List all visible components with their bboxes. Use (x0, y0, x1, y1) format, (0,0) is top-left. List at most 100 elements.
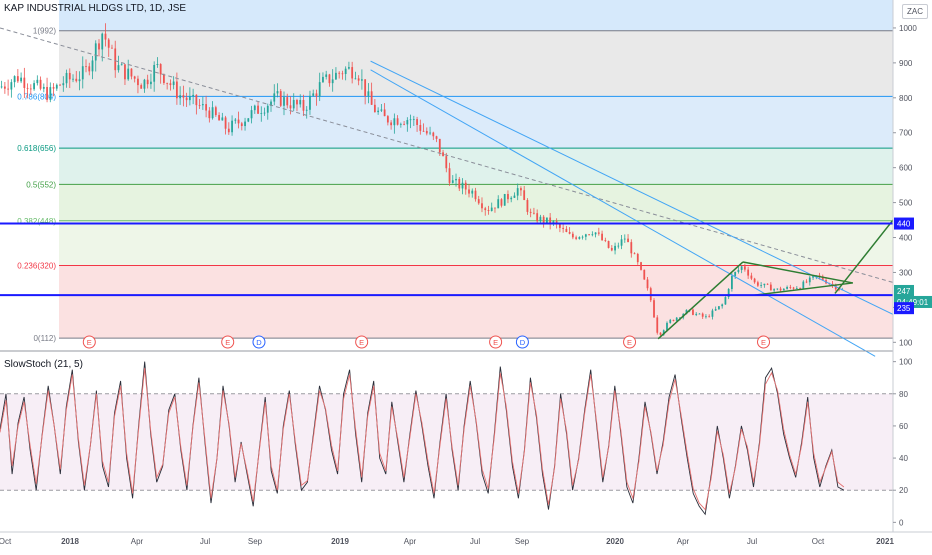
candle-body (714, 309, 717, 311)
candle-body (140, 85, 143, 89)
price-tick-label: 500 (899, 199, 913, 208)
candle-body (62, 83, 65, 86)
candle-body (409, 119, 412, 121)
candle-body (299, 99, 302, 105)
candle-body (721, 304, 724, 307)
candle-body (458, 178, 461, 189)
candle-body (750, 275, 753, 279)
candle-body (630, 242, 633, 254)
candle-body (354, 78, 357, 80)
fib-zone (59, 184, 893, 221)
candle-body (7, 88, 10, 90)
candle-body (487, 210, 490, 211)
candle-body (117, 65, 120, 71)
candle-body (831, 283, 834, 285)
candle-body (377, 110, 380, 113)
candle-body (795, 288, 798, 289)
candle-body (179, 95, 182, 99)
candle-body (507, 193, 509, 200)
event-marker-label: E (627, 338, 632, 347)
price-tick-label: 400 (899, 234, 913, 243)
candle-body (610, 247, 613, 251)
fib-level-label: 0(112) (33, 334, 56, 343)
candle-body (124, 64, 126, 80)
candle-body (247, 118, 250, 122)
candle-body (753, 278, 756, 283)
candle-body (85, 66, 87, 68)
candle-body (789, 286, 792, 288)
candle-body (575, 237, 578, 239)
candle-body (776, 288, 779, 290)
candle-body (111, 47, 113, 49)
candle-body (546, 217, 548, 223)
candle-body (805, 281, 808, 283)
candle-body (455, 178, 457, 181)
time-tick-label: Jul (747, 537, 757, 546)
trend-drawings (0, 27, 932, 357)
candle-body (195, 94, 198, 106)
candle-body (571, 233, 574, 238)
candle-body (412, 119, 415, 120)
fib-zone (59, 220, 893, 266)
candle-body (581, 236, 584, 238)
candle-body (49, 87, 52, 100)
candle-body (662, 330, 665, 335)
candle-body (584, 234, 587, 237)
bottom-axis-bg (0, 532, 932, 550)
candle-body (737, 269, 740, 273)
candle-body (406, 120, 409, 125)
time-tick-label: Oct (0, 537, 12, 546)
candle-body (747, 269, 750, 276)
candle-body (172, 81, 175, 86)
candle-body (72, 78, 74, 80)
event-marker-label: E (225, 338, 230, 347)
candle-body (526, 200, 529, 212)
candle-body (614, 245, 616, 251)
candle-body (666, 322, 668, 331)
candle-body (516, 188, 519, 196)
candle-body (494, 207, 496, 209)
candle-body (497, 199, 500, 209)
event-marker-circle (515, 335, 529, 349)
time-tick-label: Sep (515, 537, 530, 546)
fib-level-label: 0.786(804) (17, 92, 56, 101)
candle-body (558, 224, 561, 228)
indicator-title: SlowStoch (21, 5) (4, 359, 83, 370)
candle-body (523, 190, 526, 201)
candle-body (620, 239, 623, 246)
candle-body (679, 317, 681, 319)
event-marker-circle (221, 335, 235, 349)
candle-body (763, 283, 766, 286)
candle-body (769, 284, 772, 291)
drawing-channel-line (370, 60, 932, 334)
candle-body (214, 107, 217, 116)
candle-body (360, 79, 363, 81)
candle-body (760, 285, 763, 286)
candle-body (743, 266, 746, 270)
candle-body (568, 231, 571, 234)
candle-body (445, 156, 448, 169)
candle-body (695, 313, 698, 315)
currency-button[interactable]: ZAC (902, 4, 928, 19)
candle-body (711, 310, 714, 317)
price-tick-label: 600 (899, 164, 913, 173)
candle-body (705, 316, 707, 318)
candle-body (373, 104, 376, 113)
candle-body (68, 72, 71, 80)
candle-body (542, 216, 545, 223)
candle-body (182, 95, 185, 98)
candle-body (724, 297, 727, 305)
candle-body (260, 113, 263, 114)
candle-body (471, 190, 474, 194)
candle-body (305, 109, 308, 111)
candle-body (474, 190, 477, 200)
candle-body (185, 97, 188, 101)
candle-body (224, 117, 227, 129)
stoch-tick-label: 80 (899, 390, 908, 399)
drawing-green-line (754, 282, 853, 296)
candle-body (520, 188, 522, 191)
candle-body (273, 93, 276, 102)
candle-body (422, 130, 425, 132)
price-badge-label: 235 (897, 304, 911, 313)
